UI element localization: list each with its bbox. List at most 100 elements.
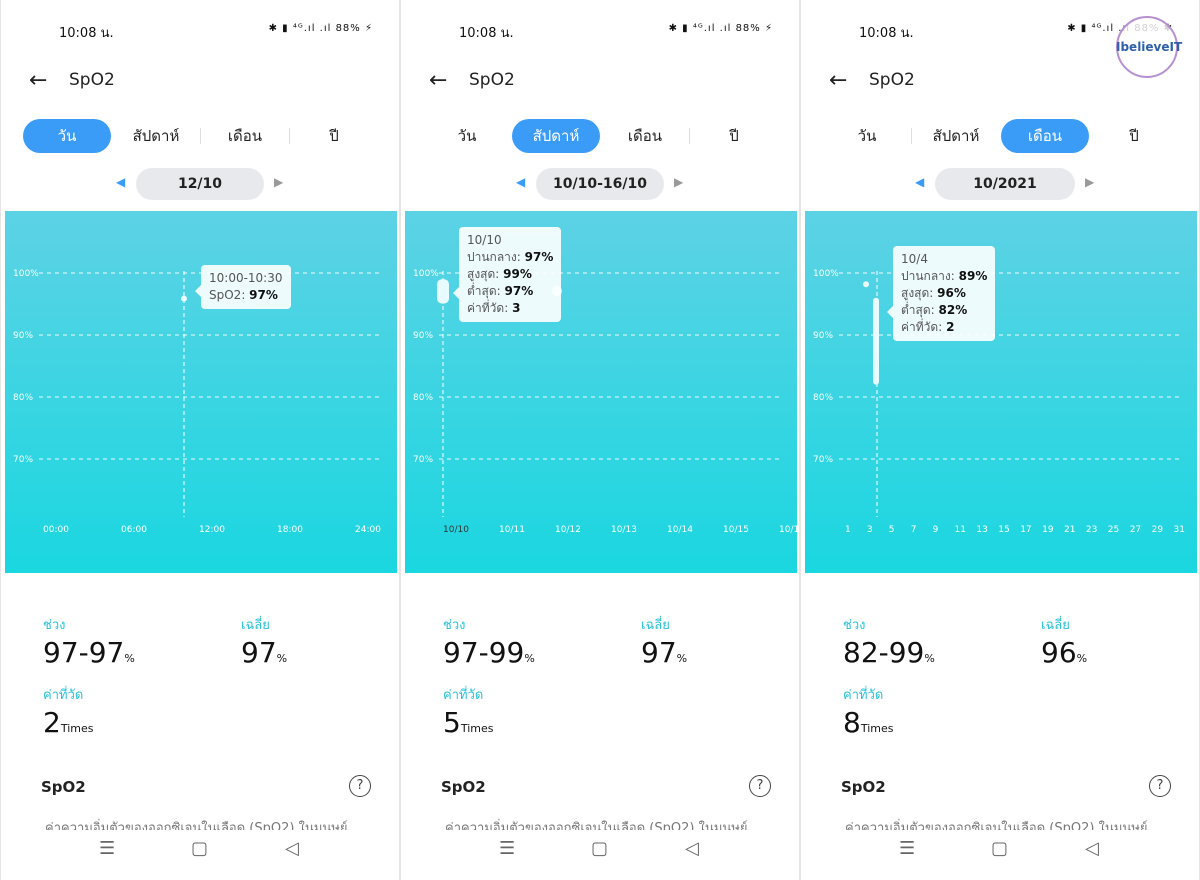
chart-svg: 100%90%80%70%1 3 5 7 9 11 13 15 17 19 21 23 25 27 29 31 [813, 269, 1185, 535]
next-period-icon[interactable]: ▶ [1085, 175, 1095, 189]
average-number: 96 [1041, 636, 1077, 669]
tab-day[interactable]: วัน [857, 127, 877, 145]
watermark-logo: IbelieveIT [1116, 16, 1182, 78]
x-tick-label: 10/12 [555, 525, 581, 535]
range-value: 82-99% [843, 636, 935, 669]
next-period-icon[interactable]: ▶ [674, 175, 684, 189]
status-icons: ✱ ▮ ⁴ᴳ.ıl .ıl 88% ⚡ [668, 23, 773, 34]
tooltip-row: สูงสุด: 96% [901, 285, 987, 302]
date-label[interactable]: 10/10-16/10 [536, 168, 664, 200]
phone-screen: 10:08 น. ✱ ▮ ⁴ᴳ.ıl .ıl 88% ⚡ ← SpO2 วัน สัปดา… [401, 0, 799, 880]
range-unit: % [524, 652, 535, 665]
back-nav-icon[interactable]: ◁ [1085, 838, 1099, 859]
date-picker: ◀ 10/10-16/10 ▶ [401, 168, 799, 200]
tooltip-row-label: ปานกลาง: [467, 250, 525, 264]
tab-year[interactable]: ปี [1129, 127, 1139, 145]
date-label[interactable]: 12/10 [136, 168, 264, 200]
count-label: ค่าที่วัด [843, 688, 884, 703]
tooltip-row: ต่ำสุด: 97% [467, 283, 553, 300]
tab-month[interactable]: เดือน [1001, 119, 1089, 153]
tab-year[interactable]: ปี [329, 127, 339, 145]
y-tick-label: 90% [13, 331, 33, 341]
count-unit: Times [460, 722, 494, 735]
x-tick-label: 10/16 [779, 525, 797, 535]
range-bar [873, 297, 879, 385]
status-icons: ✱ ▮ ⁴ᴳ.ıl .ıl 88% ⚡ [268, 23, 373, 34]
page-title: SpO2 [469, 70, 515, 90]
tooltip-row-value: 3 [512, 301, 521, 315]
tab-day[interactable]: วัน [23, 119, 111, 153]
x-tick-label: 11 [955, 525, 966, 535]
status-time: 10:08 น. [859, 26, 914, 41]
x-tick-label: 15 [998, 525, 1009, 535]
help-icon[interactable]: ? [749, 775, 771, 797]
count-label: ค่าที่วัด [443, 688, 484, 703]
page-title: SpO2 [69, 70, 115, 90]
back-arrow-icon[interactable]: ← [429, 68, 448, 93]
range-bar [437, 279, 449, 304]
section-title: SpO2 [841, 778, 886, 796]
next-period-icon[interactable]: ▶ [274, 175, 284, 189]
help-icon[interactable]: ? [349, 775, 371, 797]
tab-week[interactable]: สัปดาห์ [132, 127, 180, 145]
status-time: 10:08 น. [59, 26, 114, 41]
x-tick-label: 9 [933, 525, 939, 535]
average-value: 97% [241, 636, 287, 669]
tooltip-row-label: ค่าที่วัด: [467, 301, 513, 315]
y-tick-label: 90% [413, 331, 433, 341]
tab-day[interactable]: วัน [457, 127, 477, 145]
x-tick-label: 29 [1152, 525, 1164, 535]
menu-icon[interactable]: ☰ [899, 838, 916, 859]
x-tick-label: 27 [1130, 525, 1141, 535]
count-value: 5Times [443, 706, 493, 739]
x-tick-label: 10/11 [499, 525, 525, 535]
period-tabs: วัน สัปดาห์ เดือน ปี [23, 119, 379, 153]
range-label: ช่วง [43, 618, 66, 633]
tooltip-row: SpO2: 97% [209, 287, 283, 304]
x-tick-label: 23 [1086, 525, 1097, 535]
back-arrow-icon[interactable]: ← [829, 68, 848, 93]
tab-year[interactable]: ปี [729, 127, 739, 145]
menu-icon[interactable]: ☰ [99, 838, 116, 859]
home-icon[interactable]: ▢ [991, 838, 1009, 859]
tab-week[interactable]: สัปดาห์ [932, 127, 980, 145]
tooltip-row-value: 99% [503, 267, 532, 281]
y-tick-label: 80% [13, 393, 33, 403]
section-description: ค่าความอิ่มตัวของออกซิเจนในเลือด (SpO2) … [445, 821, 748, 830]
tooltip-row-value: 2 [946, 320, 955, 334]
section-description: ค่าความอิ่มตัวของออกซิเจนในเลือด (SpO2) … [45, 821, 348, 830]
back-nav-icon[interactable]: ◁ [685, 838, 699, 859]
tab-week[interactable]: สัปดาห์ [512, 119, 600, 153]
status-time: 10:08 น. [459, 26, 514, 41]
y-tick-label: 70% [413, 455, 433, 465]
x-tick-label: 25 [1108, 525, 1119, 535]
tab-month[interactable]: เดือน [627, 127, 663, 145]
prev-period-icon[interactable]: ◀ [116, 175, 126, 189]
status-bar: 10:08 น. ✱ ▮ ⁴ᴳ.ıl .ıl 88% ✱ [801, 22, 1199, 41]
x-tick-label: 12:00 [199, 525, 225, 535]
home-icon[interactable]: ▢ [191, 838, 209, 859]
date-label[interactable]: 10/2021 [935, 168, 1075, 200]
x-tick-label: 18:00 [277, 525, 303, 535]
status-bar: 10:08 น. ✱ ▮ ⁴ᴳ.ıl .ıl 88% ⚡ [1, 22, 399, 41]
menu-icon[interactable]: ☰ [499, 838, 516, 859]
tooltip-row: ปานกลาง: 97% [467, 249, 553, 266]
tooltip-row-label: ต่ำสุด: [467, 284, 505, 298]
tooltip-title: 10:00-10:30 [209, 271, 283, 285]
tooltip-row-value: 97% [504, 284, 534, 298]
y-tick-label: 100% [413, 269, 439, 279]
x-tick-label: 10/15 [723, 525, 749, 535]
prev-period-icon[interactable]: ◀ [915, 175, 925, 189]
back-arrow-icon[interactable]: ← [29, 68, 48, 93]
range-unit: % [924, 652, 935, 665]
tab-month[interactable]: เดือน [227, 127, 263, 145]
tooltip-row-value: 97% [524, 250, 554, 264]
back-nav-icon[interactable]: ◁ [285, 838, 299, 859]
prev-period-icon[interactable]: ◀ [516, 175, 526, 189]
tooltip-row: ปานกลาง: 89% [901, 268, 987, 285]
help-icon[interactable]: ? [1149, 775, 1171, 797]
home-icon[interactable]: ▢ [591, 838, 609, 859]
data-tooltip: 10/10 ปานกลาง: 97% สูงสุด: 99% ต่ำสุด: 97% ค… [453, 227, 562, 322]
y-tick-label: 100% [13, 269, 39, 279]
tooltip-row: ค่าที่วัด: 2 [901, 319, 987, 336]
